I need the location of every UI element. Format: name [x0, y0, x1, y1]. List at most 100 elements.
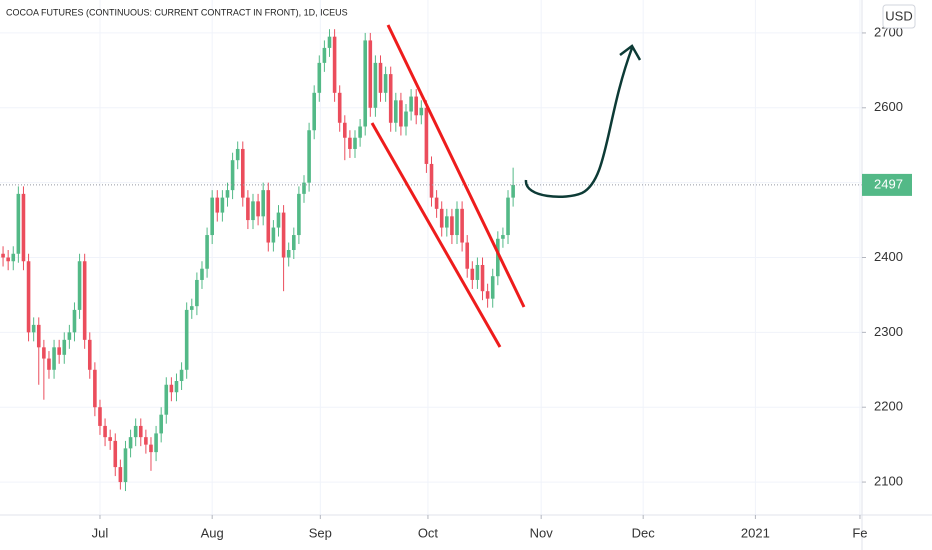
last-price-label: 2497	[874, 176, 903, 191]
candle-body	[373, 62, 378, 108]
candle-body	[93, 369, 97, 408]
candle-body	[409, 96, 413, 112]
candle-body	[149, 444, 153, 453]
candle-body	[465, 242, 470, 269]
candle-body	[72, 309, 77, 333]
candle-body	[57, 347, 61, 355]
x-tick-label: 2021	[741, 525, 770, 540]
arrow-head	[619, 44, 642, 61]
x-tick-label: Fe	[852, 525, 867, 540]
candle-body	[52, 347, 56, 370]
candle-body	[297, 193, 301, 236]
candle-body	[230, 160, 235, 191]
candle-body	[240, 148, 245, 198]
last-price-box	[862, 173, 912, 196]
candle-body	[276, 212, 281, 228]
candle-body	[368, 40, 373, 108]
x-tick-label: Jul	[92, 525, 109, 540]
candle-body	[429, 163, 434, 198]
candle-body	[404, 111, 408, 127]
candle-body	[383, 74, 388, 93]
candle-body	[312, 92, 316, 131]
channel-lower	[370, 122, 502, 348]
candle-body	[266, 190, 271, 243]
x-tick-label: Nov	[530, 525, 554, 540]
candle-body	[179, 369, 184, 382]
candle-body	[11, 253, 16, 262]
candle-body	[159, 414, 163, 434]
candle-body	[184, 309, 189, 370]
x-tick-label: Dec	[632, 525, 656, 540]
candle-body	[439, 208, 444, 228]
y-tick-label: 2100	[874, 474, 903, 489]
candle-body	[419, 107, 424, 116]
candle-body	[164, 384, 169, 415]
candle-body	[450, 216, 454, 236]
candle-body	[174, 381, 179, 393]
candle-body	[118, 467, 123, 483]
candle-body	[353, 137, 357, 149]
candle-body	[98, 407, 102, 426]
candle-body	[337, 92, 342, 123]
candle-body	[271, 227, 276, 243]
candle-body	[475, 264, 480, 280]
candle-body	[210, 197, 214, 236]
x-tick-label: Sep	[309, 525, 332, 540]
candle-body	[291, 235, 296, 251]
candle-body	[332, 36, 337, 93]
candle-body	[399, 100, 403, 127]
axes: 2100220023002400250026002700JulAugSepOct…	[92, 24, 912, 540]
y-tick-label: 2300	[874, 324, 903, 339]
y-tick-label: 2600	[874, 99, 903, 114]
candle-body	[511, 184, 515, 198]
candle-body	[113, 440, 118, 468]
candle-body	[235, 148, 240, 161]
candle-body	[82, 261, 87, 340]
candle-body	[123, 448, 128, 483]
candle-body	[6, 257, 10, 262]
candle-body	[169, 384, 174, 393]
candle-body	[496, 238, 500, 277]
candle-body	[21, 193, 26, 262]
candles	[0, 29, 862, 492]
candle-body	[103, 425, 107, 438]
candle-body	[307, 130, 311, 183]
candle-body	[138, 425, 143, 438]
candle-body	[256, 201, 260, 217]
candle-body	[220, 197, 225, 213]
candle-body	[394, 100, 398, 123]
channel-upper	[386, 24, 526, 308]
candle-body	[414, 96, 419, 116]
candle-body	[388, 74, 393, 123]
candle-body	[501, 235, 505, 239]
candle-body	[36, 324, 41, 348]
candle-body	[261, 190, 265, 217]
candle-body	[195, 279, 199, 307]
candle-body	[67, 332, 72, 340]
candle-body	[302, 182, 306, 194]
candle-body	[424, 107, 429, 164]
currency[interactable]: USD	[885, 8, 912, 23]
candle-body	[62, 339, 67, 355]
candle-body	[87, 339, 92, 370]
currency-button[interactable]	[882, 4, 916, 29]
y-tick-label: 2400	[874, 249, 903, 264]
candle-body	[225, 190, 230, 198]
candle-body	[480, 264, 485, 292]
candle-body	[363, 40, 368, 127]
candle-body	[460, 208, 464, 243]
candle-body	[31, 324, 36, 333]
candle-body	[506, 197, 510, 236]
candle-body	[77, 261, 82, 310]
candle-body	[1, 253, 5, 258]
candle-body	[343, 122, 347, 138]
candle-body	[200, 268, 204, 280]
candle-body	[348, 137, 352, 149]
candle-body	[455, 208, 459, 236]
x-tick-label: Oct	[418, 525, 439, 540]
candle-body	[154, 433, 158, 453]
candle-body	[327, 36, 332, 48]
candle-body	[246, 197, 250, 221]
